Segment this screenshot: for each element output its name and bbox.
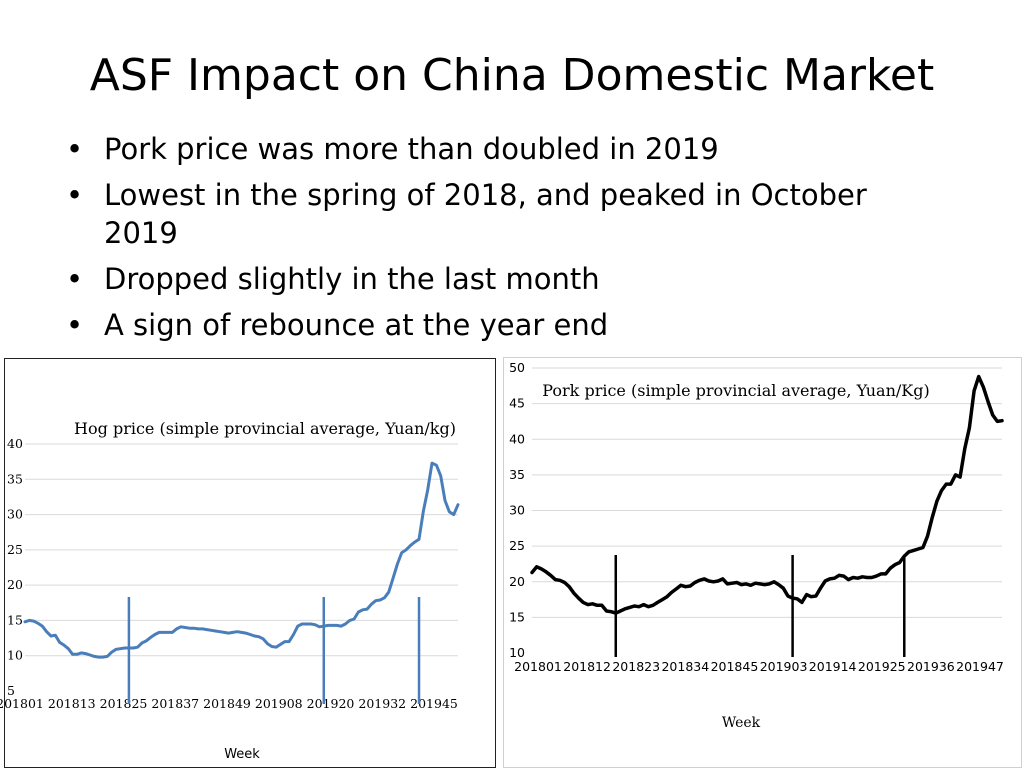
bullet-text: Dropped slightly in the last month: [104, 262, 600, 296]
x-tick-label: 201908: [255, 696, 303, 711]
bullet-text: A sign of rebounce at the year end: [104, 308, 609, 342]
series-line: [530, 374, 1004, 615]
x-tick-label: 201837: [151, 696, 199, 711]
y-tick-label: 50: [509, 360, 525, 375]
x-tick-label: 201936: [907, 659, 955, 674]
bullet-item: • A sign of rebounce at the year end: [62, 306, 942, 344]
series-line: [23, 461, 460, 659]
x-tick-label: 201945: [410, 696, 458, 711]
y-tick-label: 15: [7, 612, 23, 627]
x-tick-label: 201845: [711, 659, 759, 674]
x-tick-label: 201823: [612, 659, 660, 674]
x-tick-label: 201813: [48, 696, 96, 711]
pork-price-chart-svg: Pork price (simple provincial average, Y…: [509, 360, 1004, 731]
y-tick-label: 15: [509, 609, 525, 624]
chart-title: Pork price (simple provincial average, Y…: [542, 381, 929, 400]
pork-price-chart: Pork price (simple provincial average, Y…: [503, 357, 1022, 768]
slide-title: ASF Impact on China Domestic Market: [89, 50, 935, 101]
hog-price-chart-svg: Hog price (simple provincial average, Yu…: [0, 419, 460, 762]
x-tick-label: 201920: [307, 696, 355, 711]
y-tick-label: 5: [7, 683, 15, 698]
bullet-item: • Pork price was more than doubled in 201…: [62, 130, 942, 168]
bullet-item: • Dropped slightly in the last month: [62, 260, 942, 298]
y-tick-label: 30: [509, 503, 525, 518]
x-tick-label: 201801: [0, 696, 44, 711]
y-tick-label: 35: [7, 471, 23, 486]
x-tick-label: 201812: [563, 659, 611, 674]
y-tick-label: 30: [7, 507, 23, 522]
x-axis-label: Week: [722, 715, 761, 731]
x-tick-label: 201932: [358, 696, 406, 711]
y-tick-label: 10: [509, 645, 525, 660]
y-tick-label: 20: [7, 577, 23, 592]
y-tick-label: 25: [7, 542, 23, 557]
x-axis-label: Week: [224, 747, 260, 762]
x-tick-label: 201925: [858, 659, 906, 674]
x-tick-label: 201801: [514, 659, 562, 674]
bullet-item: • Lowest in the spring of 2018, and peake…: [62, 176, 942, 252]
x-tick-label: 201903: [760, 659, 808, 674]
bullet-dot: •: [66, 178, 84, 212]
y-tick-label: 25: [509, 538, 525, 553]
x-tick-label: 201825: [100, 696, 148, 711]
x-tick-label: 201947: [956, 659, 1004, 674]
y-tick-label: 40: [7, 436, 23, 451]
chart-title: Hog price (simple provincial average, Yu…: [74, 419, 456, 438]
y-tick-label: 45: [509, 396, 525, 411]
bullet-dot: •: [66, 262, 84, 296]
hog-price-chart: Hog price (simple provincial average, Yu…: [0, 358, 496, 768]
x-tick-label: 201849: [203, 696, 251, 711]
y-tick-label: 20: [509, 574, 525, 589]
bullet-dot: •: [66, 132, 84, 166]
bullet-dot: •: [66, 308, 84, 342]
y-tick-label: 10: [7, 648, 23, 663]
bullet-text: Pork price was more than doubled in 2019: [104, 132, 719, 166]
x-tick-label: 201914: [809, 659, 857, 674]
x-tick-label: 201834: [661, 659, 709, 674]
bullet-list: • Pork price was more than doubled in 201…: [62, 130, 942, 352]
bullet-text: Lowest in the spring of 2018, and peaked…: [104, 178, 867, 250]
y-tick-label: 35: [509, 467, 525, 482]
y-tick-label: 40: [509, 431, 525, 446]
